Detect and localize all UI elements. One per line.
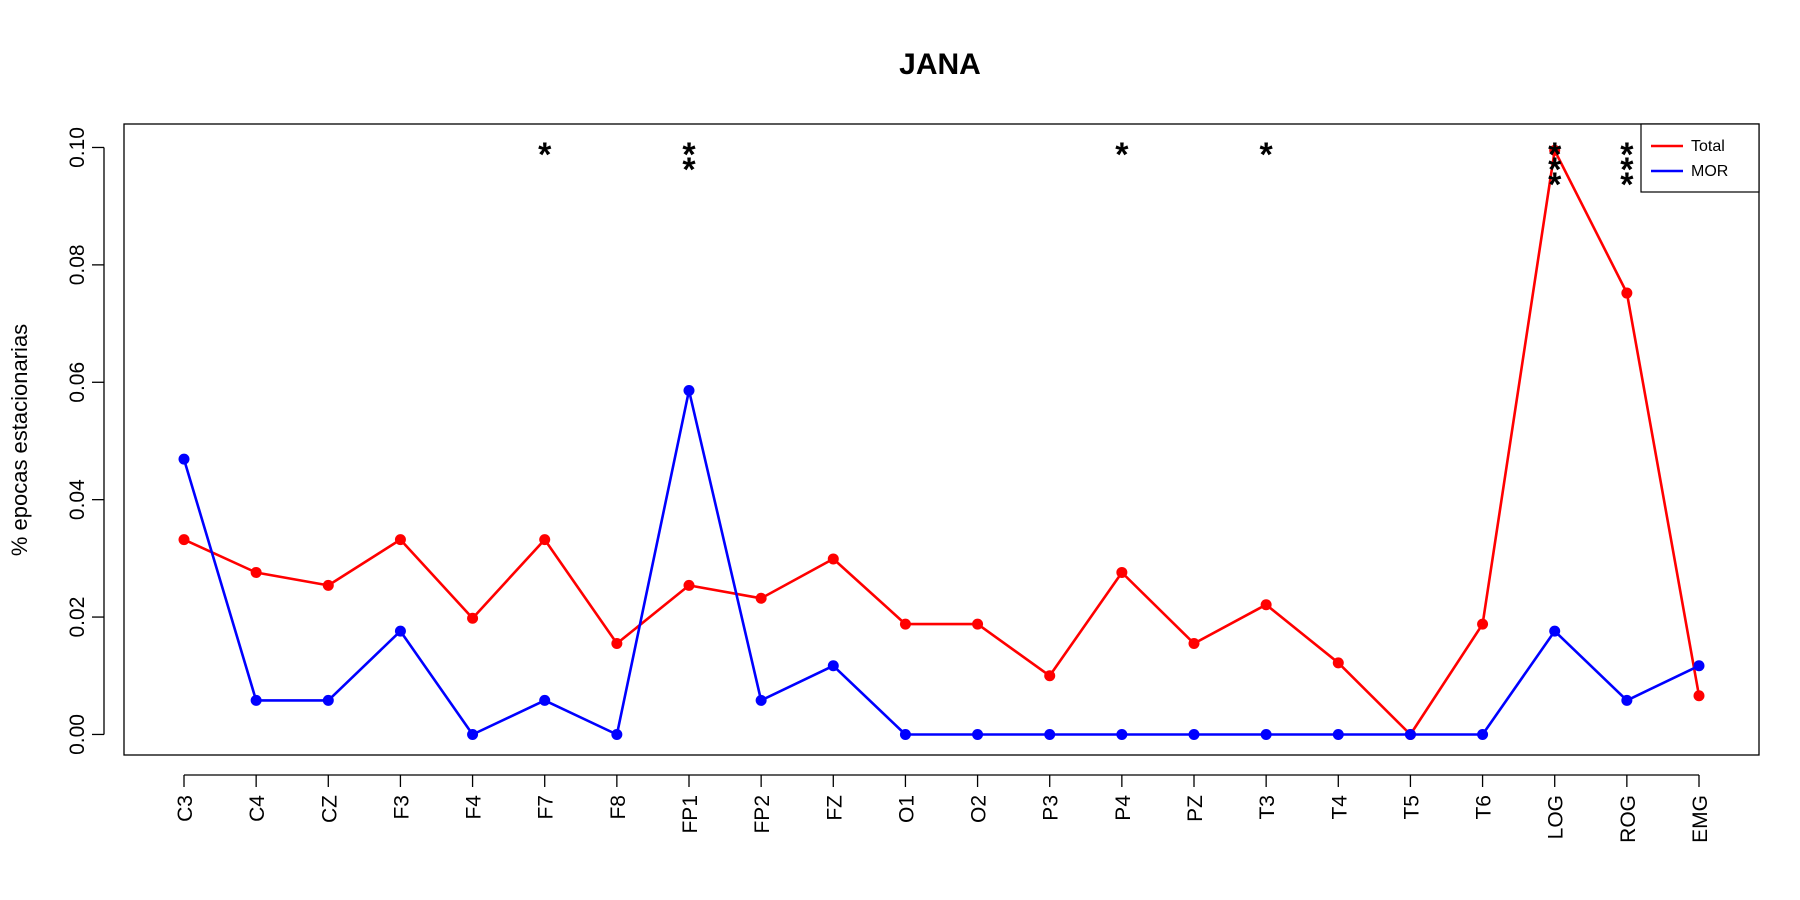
series-mor xyxy=(178,384,1705,740)
significance-marker: * xyxy=(1548,166,1562,204)
x-tick-label: T4 xyxy=(1328,795,1351,820)
legend-box xyxy=(1640,123,1760,193)
data-point-total xyxy=(1549,144,1561,156)
data-point-mor xyxy=(322,694,334,706)
y-axis-label: % epocas estacionarias xyxy=(7,324,32,556)
data-point-total xyxy=(394,534,406,546)
legend: Total MOR xyxy=(1640,123,1760,193)
significance-marker: * xyxy=(1620,166,1634,204)
series-layer xyxy=(178,144,1705,740)
data-point-mor xyxy=(1044,728,1056,740)
data-point-mor xyxy=(683,384,695,396)
x-tick-label: F8 xyxy=(607,795,630,820)
series-total xyxy=(178,144,1705,740)
x-tick-label: FP1 xyxy=(679,795,702,834)
x-tick-label: T6 xyxy=(1473,795,1496,820)
chart-title: JANA xyxy=(899,48,981,81)
x-tick-label: C3 xyxy=(174,795,197,822)
significance-marker: * xyxy=(1548,151,1562,189)
data-point-mor xyxy=(178,453,190,465)
data-point-total xyxy=(178,534,190,546)
x-tick-label: EMG xyxy=(1689,795,1712,843)
data-point-total xyxy=(539,534,551,546)
significance-marker: * xyxy=(1115,136,1129,174)
x-tick-label: F3 xyxy=(390,795,413,820)
series-line-total xyxy=(183,149,1701,736)
data-point-total xyxy=(827,553,839,565)
data-point-mor xyxy=(1260,728,1272,740)
y-tick-label: 0.06 xyxy=(66,362,89,403)
data-point-mor xyxy=(539,694,551,706)
data-point-mor xyxy=(827,660,839,672)
data-point-mor xyxy=(1549,625,1561,637)
x-tick-label: F4 xyxy=(463,795,486,820)
data-point-mor xyxy=(1116,728,1128,740)
y-tick-label: 0.00 xyxy=(66,714,89,755)
x-tick-label: PZ xyxy=(1184,795,1207,822)
x-tick-label: CZ xyxy=(318,795,341,823)
x-axis: C3 C4 CZ F3 F4 F7 F8 FP1 FP2 FZ O1 O2 P3 P4 PZ T3 T4 T5 T6… xyxy=(174,774,1712,843)
x-tick-label: P4 xyxy=(1112,795,1135,821)
x-tick-label: ROG xyxy=(1617,795,1640,843)
annotation-layer: * ** * * ****** xyxy=(538,136,1634,204)
significance-marker: * xyxy=(1620,136,1634,174)
data-point-mor xyxy=(899,728,911,740)
data-point-total xyxy=(899,618,911,630)
data-point-mor xyxy=(394,625,406,637)
x-tick-label: P3 xyxy=(1040,795,1063,821)
data-point-total xyxy=(1260,599,1272,611)
data-point-total xyxy=(1044,670,1056,682)
x-tick-label: FZ xyxy=(823,795,846,821)
legend-label: Total xyxy=(1691,138,1725,155)
x-tick-label: O2 xyxy=(968,795,991,823)
x-tick-label: C4 xyxy=(246,795,269,822)
x-tick-label: T5 xyxy=(1400,795,1423,820)
data-point-total xyxy=(467,612,479,624)
data-point-total xyxy=(755,592,767,604)
significance-marker: * xyxy=(1260,136,1274,174)
data-point-mor xyxy=(1188,728,1200,740)
data-point-mor xyxy=(1621,694,1633,706)
data-point-total xyxy=(611,637,623,649)
series-line-mor xyxy=(182,389,1700,736)
data-point-total xyxy=(1693,690,1705,702)
x-tick-label: T3 xyxy=(1256,795,1279,820)
legend-label: MOR xyxy=(1691,163,1728,180)
significance-marker: * xyxy=(538,136,552,174)
data-point-mor xyxy=(250,694,262,706)
data-point-mor xyxy=(611,728,623,740)
y-tick-label: 0.02 xyxy=(66,597,89,638)
x-tick-label: F7 xyxy=(535,795,558,820)
data-point-mor xyxy=(1477,728,1489,740)
data-point-total xyxy=(1116,566,1128,578)
data-point-total xyxy=(1188,637,1200,649)
data-point-total xyxy=(322,579,334,591)
y-axis: 0.00 0.02 0.04 0.06 0.08 0.10 xyxy=(66,127,105,755)
plot-frame xyxy=(123,123,1760,756)
significance-marker: * xyxy=(1620,151,1634,189)
data-point-total xyxy=(1332,657,1344,669)
data-point-mor xyxy=(1693,660,1705,672)
x-tick-label: FP2 xyxy=(751,795,774,834)
data-point-total xyxy=(1621,287,1633,299)
data-point-total xyxy=(683,579,695,591)
significance-marker: * xyxy=(682,136,696,174)
data-point-total xyxy=(1477,618,1489,630)
y-tick-label: 0.04 xyxy=(66,479,89,520)
data-point-total xyxy=(972,618,984,630)
y-tick-label: 0.10 xyxy=(66,127,89,168)
x-tick-label: O1 xyxy=(895,795,918,823)
data-point-total xyxy=(250,566,262,578)
data-point-mor xyxy=(972,728,984,740)
y-tick-label: 0.08 xyxy=(66,244,89,285)
significance-marker: * xyxy=(682,151,696,189)
x-tick-label: LOG xyxy=(1545,795,1568,839)
data-point-mor xyxy=(467,728,479,740)
data-point-mor xyxy=(755,694,767,706)
significance-marker: * xyxy=(1548,136,1562,174)
data-point-mor xyxy=(1332,728,1344,740)
data-point-mor xyxy=(1404,728,1416,740)
